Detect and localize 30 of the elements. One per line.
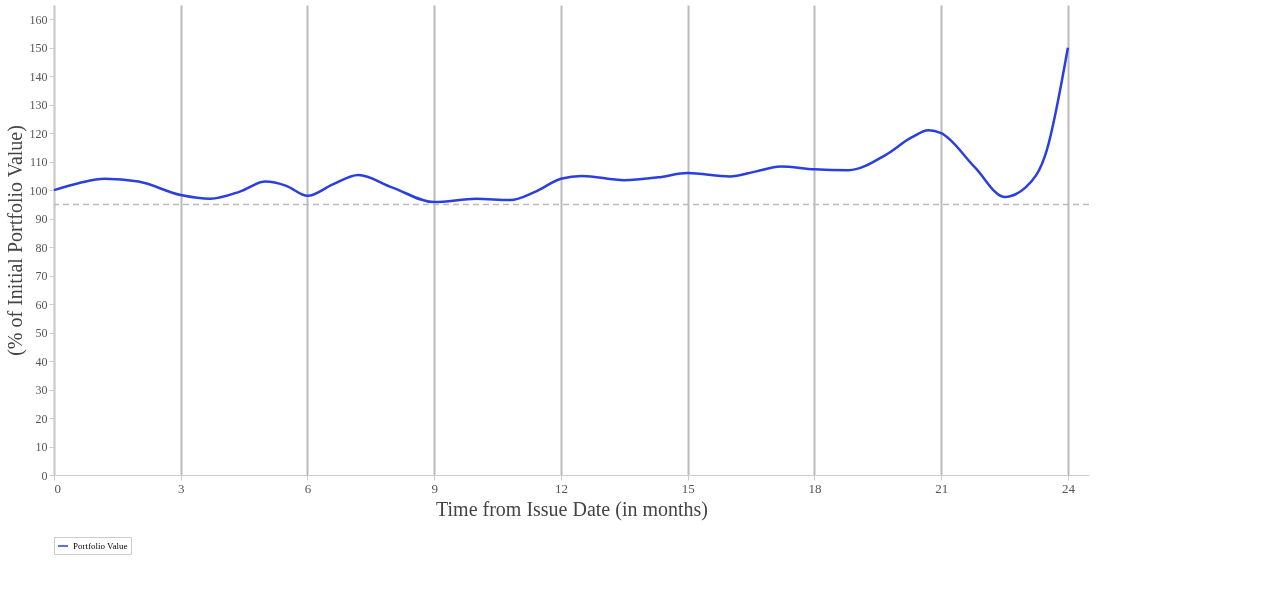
y-tick-label: 50 [35,326,48,341]
x-tick-label: 9 [431,480,438,496]
y-tick-label: 10 [35,440,48,455]
y-tick-label: 20 [35,411,48,426]
y-tick-label: 70 [35,269,48,284]
y-tick-label: 0 [41,468,48,483]
y-tick-label: 60 [35,297,48,312]
y-tick-label: 130 [29,98,48,113]
y-tick-label: 110 [29,155,48,170]
x-tick-label: 12 [554,480,568,496]
x-tick-label: 0 [54,480,61,496]
y-tick-label: 80 [35,240,48,255]
y-tick-label: 160 [29,12,48,27]
x-tick-label: 18 [808,480,822,496]
y-tick-label: 90 [35,212,48,227]
y-tick-label: 40 [35,354,48,369]
y-tick-label: 100 [29,183,48,198]
y-tick-label: 140 [29,69,48,84]
x-tick-label: 24 [1061,480,1076,496]
x-tick-label: 21 [935,480,949,496]
legend-label: Portfolio Value [73,541,128,551]
y-tick-label: 150 [29,41,48,56]
x-tick-label: 6 [304,480,312,496]
y-tick-label: 120 [29,126,48,141]
x-axis-title: Time from Issue Date (in months) [435,497,709,521]
y-tick-label: 30 [35,383,48,398]
x-tick-label: 3 [177,480,185,496]
x-tick-label: 15 [681,480,695,496]
line-series [52,46,1070,204]
y-axis-title: (% of Initial Portfolio Value) [3,125,27,356]
